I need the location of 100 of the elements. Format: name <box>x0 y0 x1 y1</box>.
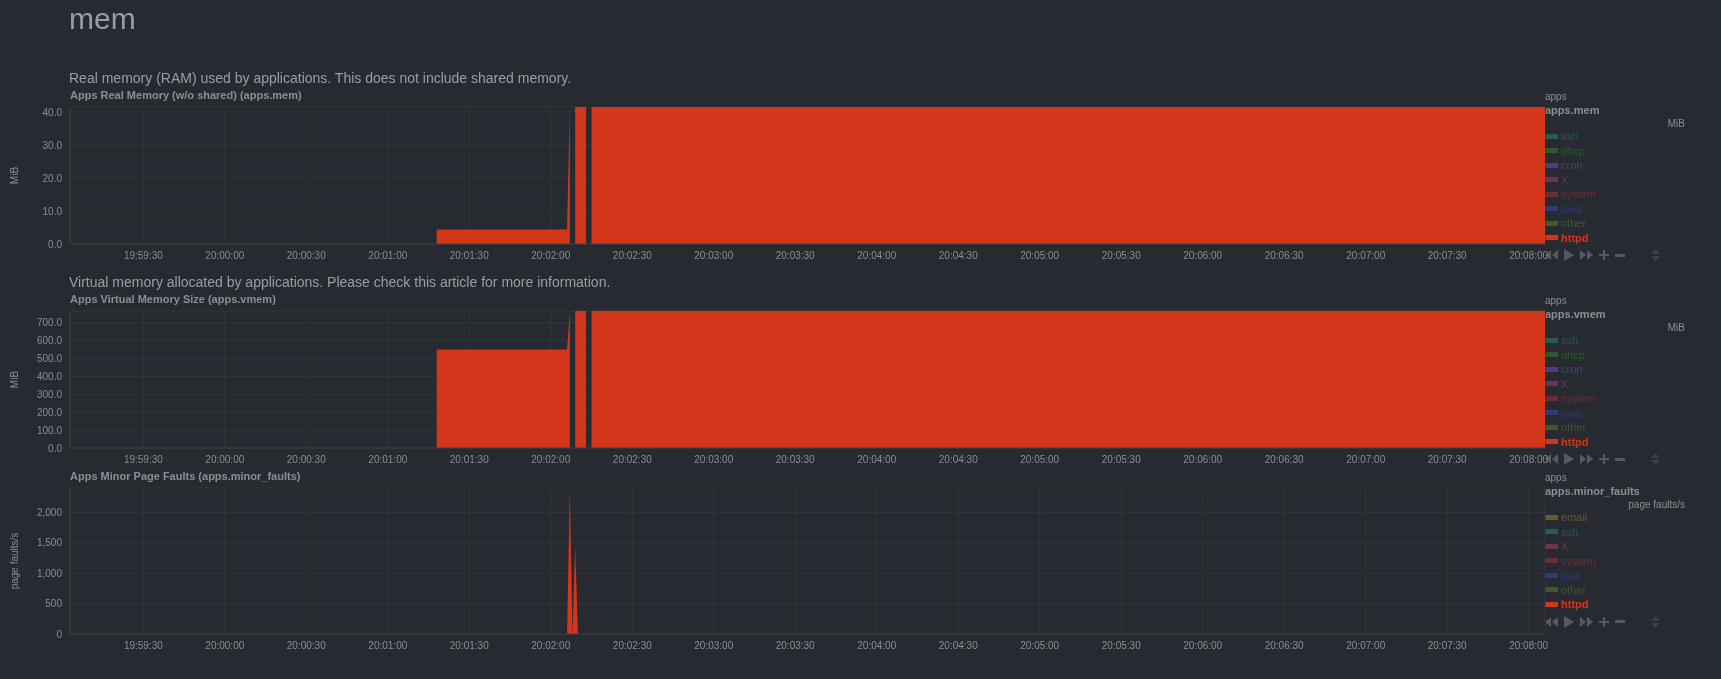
legend-label: java <box>1561 406 1582 419</box>
x-tick-label: 20:04:00 <box>857 250 897 262</box>
x-tick-label: 20:02:00 <box>531 250 571 262</box>
text: apps <box>1545 91 1568 102</box>
x-tick-label: 20:06:30 <box>1264 454 1305 466</box>
x-tick-label: 20:06:00 <box>1183 454 1223 466</box>
chart-title: Apps Virtual Memory Size (apps.vmem) <box>70 293 276 305</box>
x-tick-label: 20:01:30 <box>449 640 490 652</box>
y-tick-label: 10.0 <box>42 205 63 217</box>
text: page faults/s <box>1627 499 1685 510</box>
y-tick-label: 200.0 <box>36 406 63 418</box>
x-tick-label: 20:02:30 <box>612 454 653 466</box>
chart-title: Apps Real Memory (w/o shared) (apps.mem) <box>70 89 302 101</box>
legend-label: email <box>1561 511 1588 524</box>
x-tick-label: 20:00:00 <box>205 454 245 466</box>
legend-label: system <box>1561 554 1596 567</box>
y-tick-label: 400.0 <box>36 370 63 382</box>
series-label: httpd <box>1561 231 1589 244</box>
x-tick-label: 20:00:00 <box>205 250 245 262</box>
x-tick-label: 19:59:30 <box>123 454 164 466</box>
y-axis-title: page faults/s <box>8 532 20 590</box>
x-tick-label: 20:05:30 <box>1101 250 1142 262</box>
y-tick-label: 20.0 <box>42 172 63 184</box>
x-tick-label: 20:06:00 <box>1183 640 1223 652</box>
y-tick-label: 1,000 <box>36 567 63 579</box>
y-tick-label: 500.0 <box>36 353 63 365</box>
y-tick-label: 0.0 <box>48 238 63 250</box>
y-tick-label: 0 <box>56 628 63 640</box>
x-tick-label: 20:04:30 <box>938 250 979 262</box>
x-tick-label: 20:01:00 <box>368 454 408 466</box>
x-tick-label: 20:07:30 <box>1427 250 1468 262</box>
text: MiB <box>1666 118 1685 129</box>
legend-label: java <box>1561 202 1582 215</box>
x-tick-label: 20:05:30 <box>1101 454 1142 466</box>
y-tick-label: 700.0 <box>36 317 63 329</box>
text: mem <box>68 1 137 37</box>
legend-title: apps.mem <box>1545 104 1601 116</box>
y-tick-label: 500 <box>45 598 63 610</box>
x-tick-label: 20:04:00 <box>857 640 897 652</box>
x-tick-label: 20:08:00 <box>1509 454 1549 466</box>
y-tick-label: 2,000 <box>36 506 63 518</box>
legend-label: cron <box>1561 363 1583 376</box>
text: apps <box>1545 295 1568 306</box>
x-tick-label: 20:02:00 <box>531 640 571 652</box>
x-tick-label: 20:03:00 <box>694 640 734 652</box>
x-tick-label: 20:01:00 <box>368 640 408 652</box>
y-tick-label: 600.0 <box>36 335 63 347</box>
x-tick-label: 20:07:00 <box>1346 454 1386 466</box>
x-tick-label: 20:06:30 <box>1264 640 1305 652</box>
legend-label: system <box>1561 188 1596 201</box>
x-tick-label: 20:06:00 <box>1183 250 1223 262</box>
x-tick-label: 20:06:30 <box>1264 250 1305 262</box>
legend-label: system <box>1561 392 1596 405</box>
series-label: httpd <box>1561 435 1589 448</box>
legend-label: X <box>1561 540 1569 553</box>
x-tick-label: 20:04:30 <box>938 640 979 652</box>
x-tick-label: 20:05:00 <box>1020 454 1060 466</box>
legend-label: cron <box>1561 159 1583 172</box>
x-tick-label: 20:07:00 <box>1346 250 1386 262</box>
x-tick-label: 20:00:30 <box>286 250 327 262</box>
x-tick-label: 20:08:00 <box>1509 640 1549 652</box>
x-tick-label: 20:05:00 <box>1020 640 1060 652</box>
y-tick-label: 40.0 <box>42 106 63 118</box>
legend-label: X <box>1561 377 1569 390</box>
chart-subtitle: Real memory (RAM) used by applications. This does not include shared memory. <box>68 69 573 88</box>
x-tick-label: 20:02:30 <box>612 250 653 262</box>
y-tick-label: 300.0 <box>36 388 63 400</box>
y-tick-label: 100.0 <box>36 424 63 436</box>
x-tick-label: 19:59:30 <box>123 640 164 652</box>
x-tick-label: 20:04:30 <box>938 454 979 466</box>
x-tick-label: 20:07:30 <box>1427 454 1468 466</box>
y-axis-title: MiB <box>8 370 20 389</box>
x-tick-label: 20:02:30 <box>612 640 653 652</box>
x-tick-label: 20:00:00 <box>205 640 245 652</box>
text: MiB <box>1666 322 1685 333</box>
x-tick-label: 20:03:30 <box>775 250 816 262</box>
legend-label: java <box>1561 569 1582 582</box>
y-tick-label: 0.0 <box>48 442 63 454</box>
x-tick-label: 20:03:30 <box>775 454 816 466</box>
legend-label: httpd <box>1561 598 1589 611</box>
x-tick-label: 20:07:00 <box>1346 640 1386 652</box>
y-axis-title: MiB <box>8 166 20 185</box>
x-tick-label: 20:03:30 <box>775 640 816 652</box>
x-tick-label: 19:59:30 <box>123 250 164 262</box>
x-tick-label: 20:00:30 <box>286 454 327 466</box>
x-tick-label: 20:00:30 <box>286 640 327 652</box>
text: apps <box>1545 472 1568 483</box>
x-tick-label: 20:01:30 <box>449 250 490 262</box>
x-tick-label: 20:04:00 <box>857 454 897 466</box>
x-tick-label: 20:05:00 <box>1020 250 1060 262</box>
x-tick-label: 20:01:00 <box>368 250 408 262</box>
x-tick-label: 20:03:00 <box>694 250 734 262</box>
legend-label: X <box>1561 173 1569 186</box>
x-tick-label: 20:01:30 <box>449 454 490 466</box>
x-tick-label: 20:03:00 <box>694 454 734 466</box>
chart-subtitle: Virtual memory allocated by applications. Please check this article for more information. <box>68 273 612 292</box>
chart-title: Apps Minor Page Faults (apps.minor_faults) <box>70 470 301 482</box>
y-tick-label: 30.0 <box>42 139 63 151</box>
x-tick-label: 20:05:30 <box>1101 640 1142 652</box>
legend-title: apps.minor_faults <box>1545 485 1641 497</box>
